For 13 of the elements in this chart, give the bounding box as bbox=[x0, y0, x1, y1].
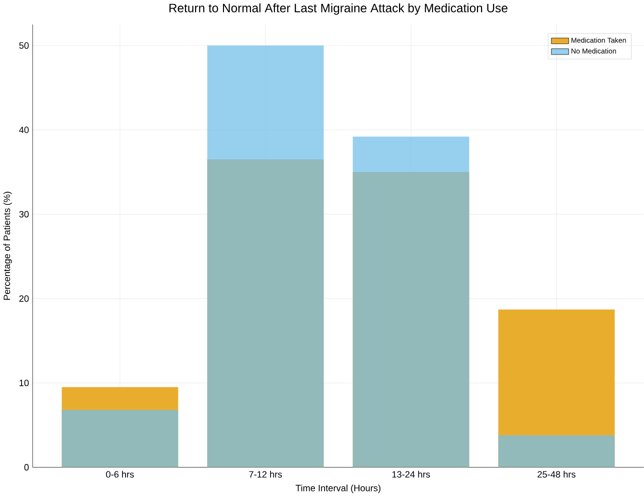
y-tick-label: 40 bbox=[19, 126, 29, 133]
x-tick-label: 0-6 hrs bbox=[106, 470, 134, 478]
y-tick-label: 10 bbox=[20, 379, 29, 386]
chart-title: Return to Normal After Last Migraine Attack by Medication Use bbox=[169, 3, 508, 15]
y-tick-label: 20 bbox=[19, 295, 29, 302]
y-tick-label: 30 bbox=[19, 210, 29, 218]
x-tick-label: 13-24 hrs bbox=[392, 470, 430, 478]
x-tick-label: 25-48 hrs bbox=[538, 470, 576, 478]
x-tick-label: 7-12 hrs bbox=[249, 470, 282, 478]
x-axis-title: Time Interval (Hours) bbox=[296, 484, 380, 493]
y-axis-title: Percentage of Patients (%) bbox=[3, 192, 12, 300]
y-tick-label: 0 bbox=[24, 464, 29, 470]
y-tick-label: 50 bbox=[19, 42, 29, 49]
